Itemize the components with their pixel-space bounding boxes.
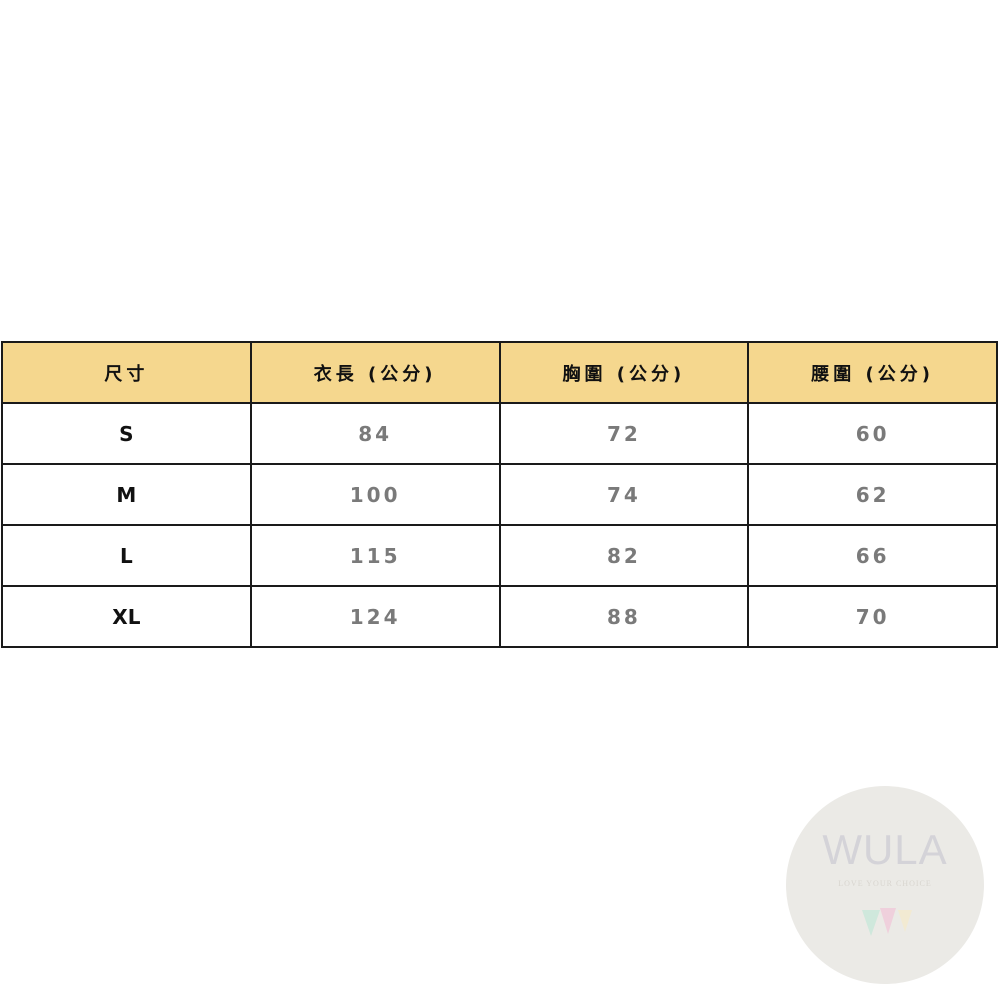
brand-logo-watermark: WULA LOVE YOUR CHOICE <box>786 786 984 984</box>
table-row: L 115 82 66 <box>1 524 998 587</box>
ice-cream-cones-icon <box>862 908 912 936</box>
logo-tagline: LOVE YOUR CHOICE <box>838 879 932 888</box>
header-chest: 胸圍 (公分) <box>498 341 750 404</box>
size-cell: M <box>1 463 252 526</box>
chest-cell: 88 <box>498 585 750 648</box>
length-cell: 124 <box>249 585 501 648</box>
table-row: M 100 74 62 <box>1 463 998 526</box>
length-cell: 84 <box>249 402 501 465</box>
header-row: 尺寸 衣長 (公分) 胸圍 (公分) 腰圍 (公分) <box>1 341 998 404</box>
size-cell: XL <box>1 585 252 648</box>
header-size: 尺寸 <box>1 341 252 404</box>
table-row: S 84 72 60 <box>1 402 998 465</box>
table-row: XL 124 88 70 <box>1 585 998 648</box>
size-chart-table: 尺寸 衣長 (公分) 胸圍 (公分) 腰圍 (公分) S 84 72 60 M … <box>1 341 998 648</box>
waist-cell: 66 <box>747 524 998 587</box>
header-waist: 腰圍 (公分) <box>747 341 998 404</box>
header-length: 衣長 (公分) <box>249 341 501 404</box>
size-cell: L <box>1 524 252 587</box>
waist-cell: 70 <box>747 585 998 648</box>
waist-cell: 60 <box>747 402 998 465</box>
chest-cell: 82 <box>498 524 750 587</box>
length-cell: 115 <box>249 524 501 587</box>
length-cell: 100 <box>249 463 501 526</box>
logo-wordmark: WULA <box>822 826 948 873</box>
chest-cell: 74 <box>498 463 750 526</box>
size-cell: S <box>1 402 252 465</box>
chest-cell: 72 <box>498 402 750 465</box>
waist-cell: 62 <box>747 463 998 526</box>
